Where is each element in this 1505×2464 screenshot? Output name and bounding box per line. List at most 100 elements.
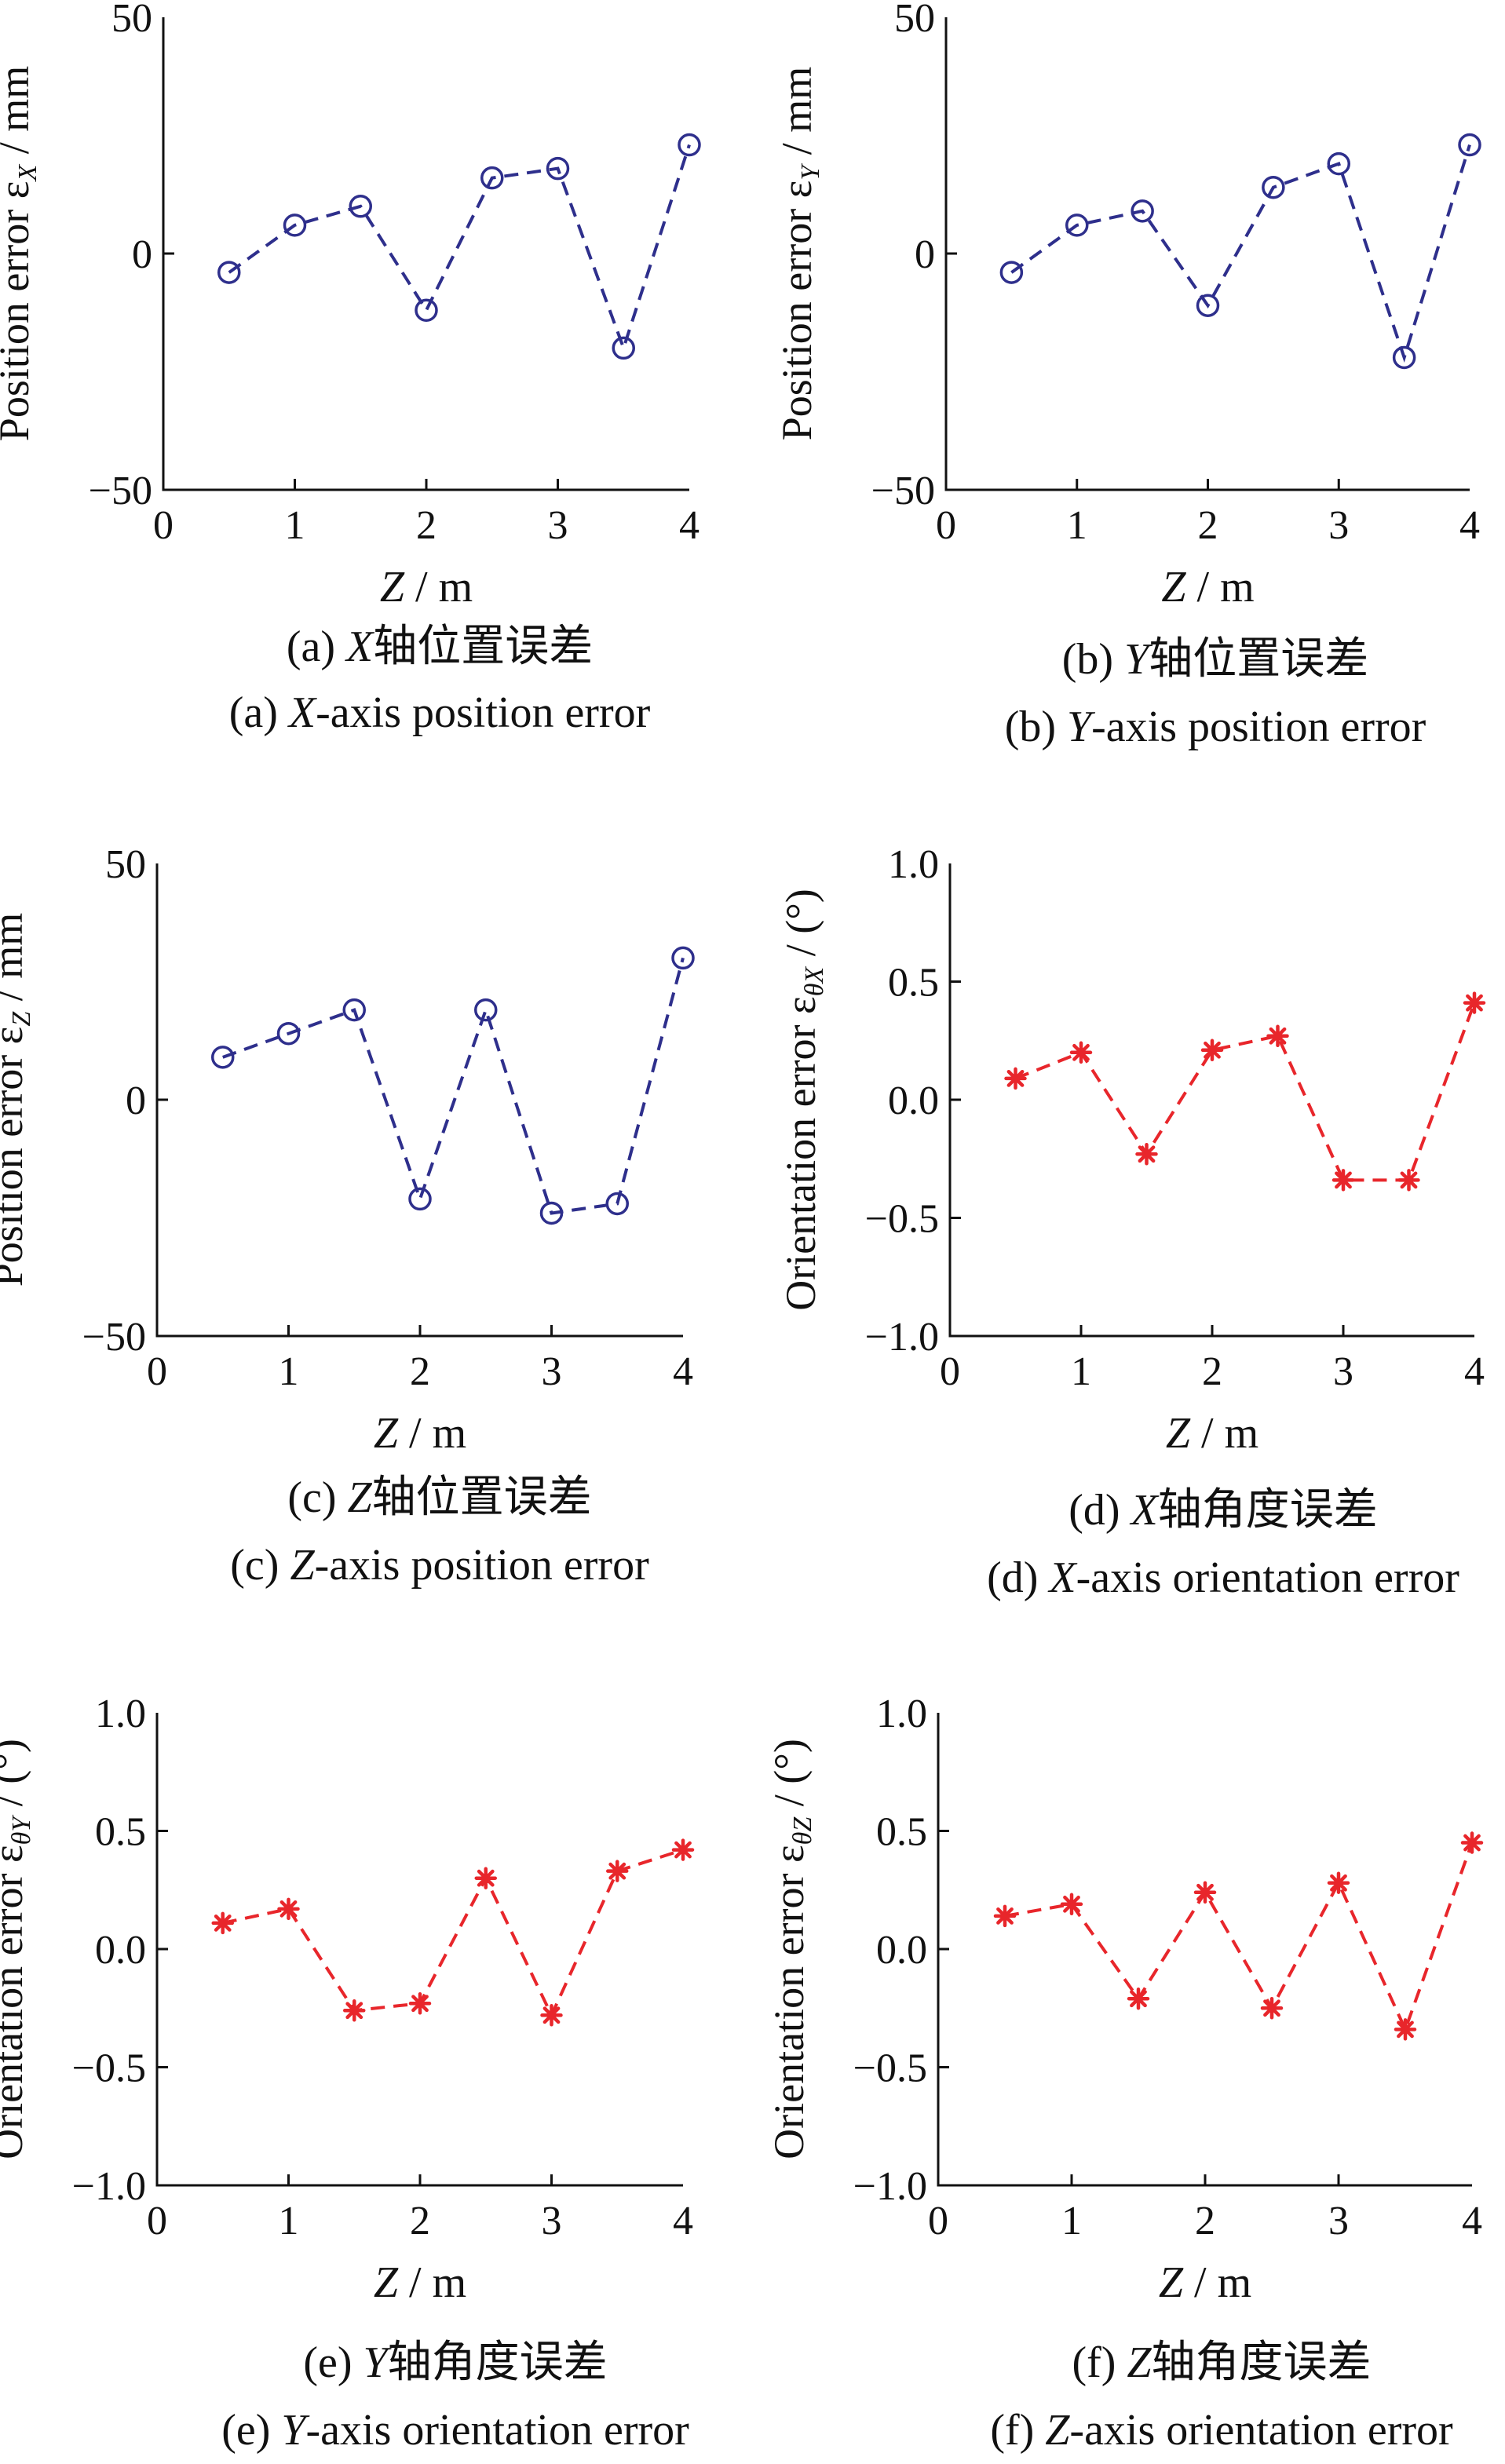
x-tick-label: 1 (1071, 1349, 1091, 1394)
data-point (343, 1999, 366, 2022)
series-line (228, 144, 691, 353)
data-point (1193, 1881, 1217, 1904)
data-point (1392, 345, 1416, 370)
data-point (1135, 1142, 1158, 1166)
data-point (1131, 199, 1154, 223)
data-point (408, 1187, 432, 1211)
data-point (1331, 1169, 1355, 1192)
x-tick-label: 3 (542, 2199, 562, 2243)
data-point (1262, 175, 1285, 199)
data-point (993, 1904, 1017, 1928)
data-point (415, 298, 438, 322)
x-tick-label: 2 (1198, 503, 1218, 548)
y-tick-label: 1.0 (888, 842, 939, 887)
y-tick-label: 0 (132, 232, 152, 277)
x-tick-label: 3 (1333, 1349, 1353, 1394)
series-line (1004, 1842, 1474, 2034)
x-tick-label: 3 (542, 1349, 562, 1394)
x-tick-label: 0 (936, 503, 956, 548)
y-tick-label: 0.0 (95, 1928, 146, 1973)
axes-frame (944, 17, 1470, 491)
y-axis-label: Orientation error εθZ / (°) (765, 1739, 817, 2159)
caption-cn: (c) Z轴位置误差 (287, 1473, 591, 1522)
y-tick-label: 0.5 (876, 1810, 927, 1855)
y-tick-label: 50 (894, 0, 935, 41)
data-point (342, 998, 366, 1022)
chart-panel-e: 0 1 2 3 4 1.0 0.5 0.0 −0.5 −1.0 Orientation error … (0, 1692, 695, 2455)
data-point (671, 946, 695, 970)
axes-frame (937, 1713, 1472, 2187)
y-axis-label: Orientation error εθX / (°) (777, 889, 829, 1311)
y-tick-label: 50 (105, 842, 146, 887)
x-tick-label: 0 (147, 1349, 167, 1394)
x-tick-label: 1 (1061, 2199, 1082, 2243)
data-point (408, 1991, 432, 2015)
y-tick-label: 0.0 (888, 1079, 939, 1123)
x-tick-label: 2 (410, 1349, 430, 1394)
data-point (612, 336, 635, 360)
caption-en: (a) X-axis position error (229, 688, 651, 737)
x-tick-label: 2 (1195, 2199, 1215, 2243)
data-point (1200, 1039, 1224, 1062)
data-point (1266, 1024, 1289, 1047)
axes-frame (155, 863, 683, 1338)
x-axis-label: Z / m (380, 563, 473, 611)
data-point (1060, 1893, 1083, 1916)
caption-cn: (a) X轴位置误差 (287, 622, 593, 671)
caption-cn: (d) X轴角度误差 (1068, 1486, 1378, 1535)
y-axis-label: Position error εY / mm (773, 67, 825, 441)
y-tick-label: −1.0 (865, 1315, 939, 1360)
y-tick-label: −50 (871, 469, 935, 513)
x-tick-label: 0 (928, 2199, 948, 2243)
x-axis-label: Z / m (1166, 1409, 1258, 1458)
y-axis-label: Position error εZ / mm (0, 913, 36, 1287)
chart-panel-f: 0 1 2 3 4 1.0 0.5 0.0 −0.5 −1.0 Orientation error … (765, 1692, 1484, 2455)
x-axis-label: Z / m (374, 2258, 466, 2307)
axes-frame (948, 863, 1474, 1338)
data-point (605, 1192, 629, 1216)
data-point (678, 133, 701, 157)
axes-frame (162, 17, 689, 491)
caption-en: (d) X-axis orientation error (987, 1553, 1459, 1602)
data-point (1327, 1871, 1350, 1894)
x-tick-label: 0 (940, 1349, 960, 1394)
x-tick-label: 0 (147, 2199, 167, 2243)
x-tick-label: 1 (279, 2199, 299, 2243)
data-point (283, 214, 307, 237)
caption-cn: (e) Y轴角度误差 (303, 2338, 607, 2387)
data-point (539, 1201, 564, 1225)
x-axis-label: Z / m (1159, 2258, 1251, 2307)
data-point (277, 1897, 300, 1921)
x-axis-label: Z / m (374, 1409, 466, 1458)
y-tick-label: 1.0 (876, 1692, 927, 1736)
x-tick-label: 4 (1459, 503, 1480, 548)
x-axis-label: Z / m (1161, 563, 1254, 611)
data-point (546, 156, 570, 181)
x-tick-label: 2 (410, 2199, 430, 2243)
y-tick-label: 0.5 (888, 961, 939, 1006)
y-tick-label: −1.0 (853, 2164, 927, 2209)
data-point (1397, 1169, 1420, 1192)
caption-en: (c) Z-axis position error (230, 1541, 649, 1590)
caption-en: (e) Y-axis orientation error (221, 2406, 689, 2455)
data-point (211, 1046, 235, 1069)
y-tick-label: 0.5 (95, 1810, 146, 1855)
x-tick-label: 4 (673, 1349, 693, 1394)
y-tick-label: −1.0 (72, 2164, 146, 2209)
y-tick-label: 0 (126, 1079, 146, 1123)
caption-en: (f) Z-axis orientation error (990, 2406, 1453, 2455)
caption-en: (b) Y-axis position error (1005, 703, 1426, 751)
series-line (222, 1848, 684, 2019)
data-point (480, 166, 504, 190)
y-tick-label: −0.5 (865, 1197, 939, 1242)
y-tick-label: −50 (82, 1315, 146, 1360)
x-tick-label: 4 (1462, 2199, 1482, 2243)
data-point (999, 261, 1024, 284)
series-line (1010, 144, 1471, 363)
y-tick-label: −0.5 (853, 2046, 927, 2091)
data-point (1394, 2018, 1417, 2041)
x-tick-label: 4 (673, 2199, 693, 2243)
